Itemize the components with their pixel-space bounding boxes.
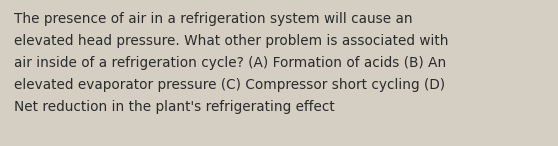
- Text: elevated evaporator pressure (C) Compressor short cycling (D): elevated evaporator pressure (C) Compres…: [14, 78, 445, 92]
- Text: elevated head pressure. What other problem is associated with: elevated head pressure. What other probl…: [14, 34, 449, 48]
- Text: air inside of a refrigeration cycle? (A) Formation of acids (B) An: air inside of a refrigeration cycle? (A)…: [14, 56, 446, 70]
- Text: The presence of air in a refrigeration system will cause an: The presence of air in a refrigeration s…: [14, 12, 412, 26]
- Text: Net reduction in the plant's refrigerating effect: Net reduction in the plant's refrigerati…: [14, 100, 335, 114]
